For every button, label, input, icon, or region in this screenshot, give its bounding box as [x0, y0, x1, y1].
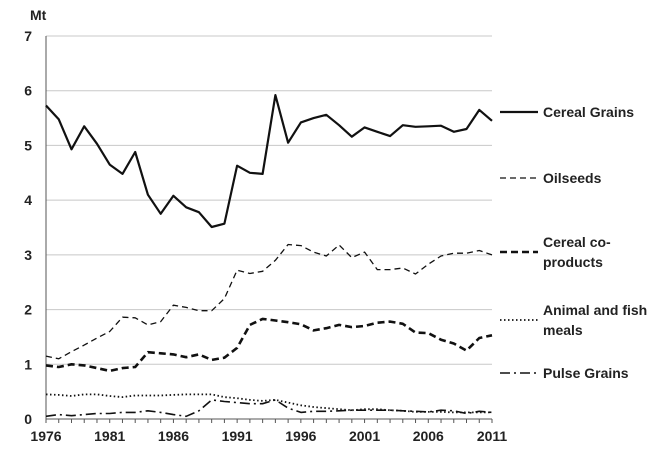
legend-label-line: meals [543, 322, 583, 338]
x-tick-label: 2001 [349, 428, 380, 444]
series-line-3 [45, 317, 493, 373]
legend-label-line: Animal and fish [543, 302, 647, 318]
y-tick-label: 3 [24, 247, 32, 263]
x-tick-label: 1986 [158, 428, 189, 444]
x-tick-label: 2011 [477, 428, 508, 444]
series-line-2 [45, 243, 493, 360]
legend-label-line: Cereal co- [543, 234, 611, 250]
legend-label-5: Pulse Grains [543, 365, 629, 381]
legend-label-1: Cereal Grains [543, 104, 634, 120]
x-tick-label: 1991 [222, 428, 253, 444]
y-tick-label: 4 [24, 192, 32, 208]
series-line-4 [45, 393, 492, 414]
legend-label-4: Animal and fish meals [543, 302, 647, 338]
x-tick-label: 1981 [94, 428, 125, 444]
legend: Cereal Grains Oilseeds Cereal co-products A… [500, 104, 647, 381]
x-tick-label: 1976 [30, 428, 61, 444]
legend-label-line: Oilseeds [543, 170, 602, 186]
grid-layer [46, 35, 492, 365]
legend-label-line: Cereal Grains [543, 104, 634, 120]
y-tick-label: 6 [24, 83, 32, 99]
x-tick-label: 1996 [285, 428, 316, 444]
series-line-1 [45, 93, 493, 229]
legend-label-line: Pulse Grains [543, 365, 629, 381]
y-tick-label: 7 [24, 28, 32, 44]
series-line-5 [45, 399, 493, 418]
y-tick-label: 0 [24, 411, 32, 427]
y-tick-label: 1 [24, 356, 32, 372]
y-tick-label: 2 [24, 302, 32, 318]
legend-label-line: products [543, 254, 603, 270]
axis-layer: 0 1 2 3 4 5 6 7 1976 1981 1986 1991 1996 2001 2006 2011 [24, 28, 507, 444]
x-tick-label: 2006 [413, 428, 444, 444]
series-layer [45, 93, 493, 418]
legend-label-2: Oilseeds [543, 170, 602, 186]
y-tick-label: 5 [24, 137, 32, 153]
y-unit-label: Mt [30, 7, 47, 23]
legend-label-3: Cereal co-products [543, 234, 611, 270]
